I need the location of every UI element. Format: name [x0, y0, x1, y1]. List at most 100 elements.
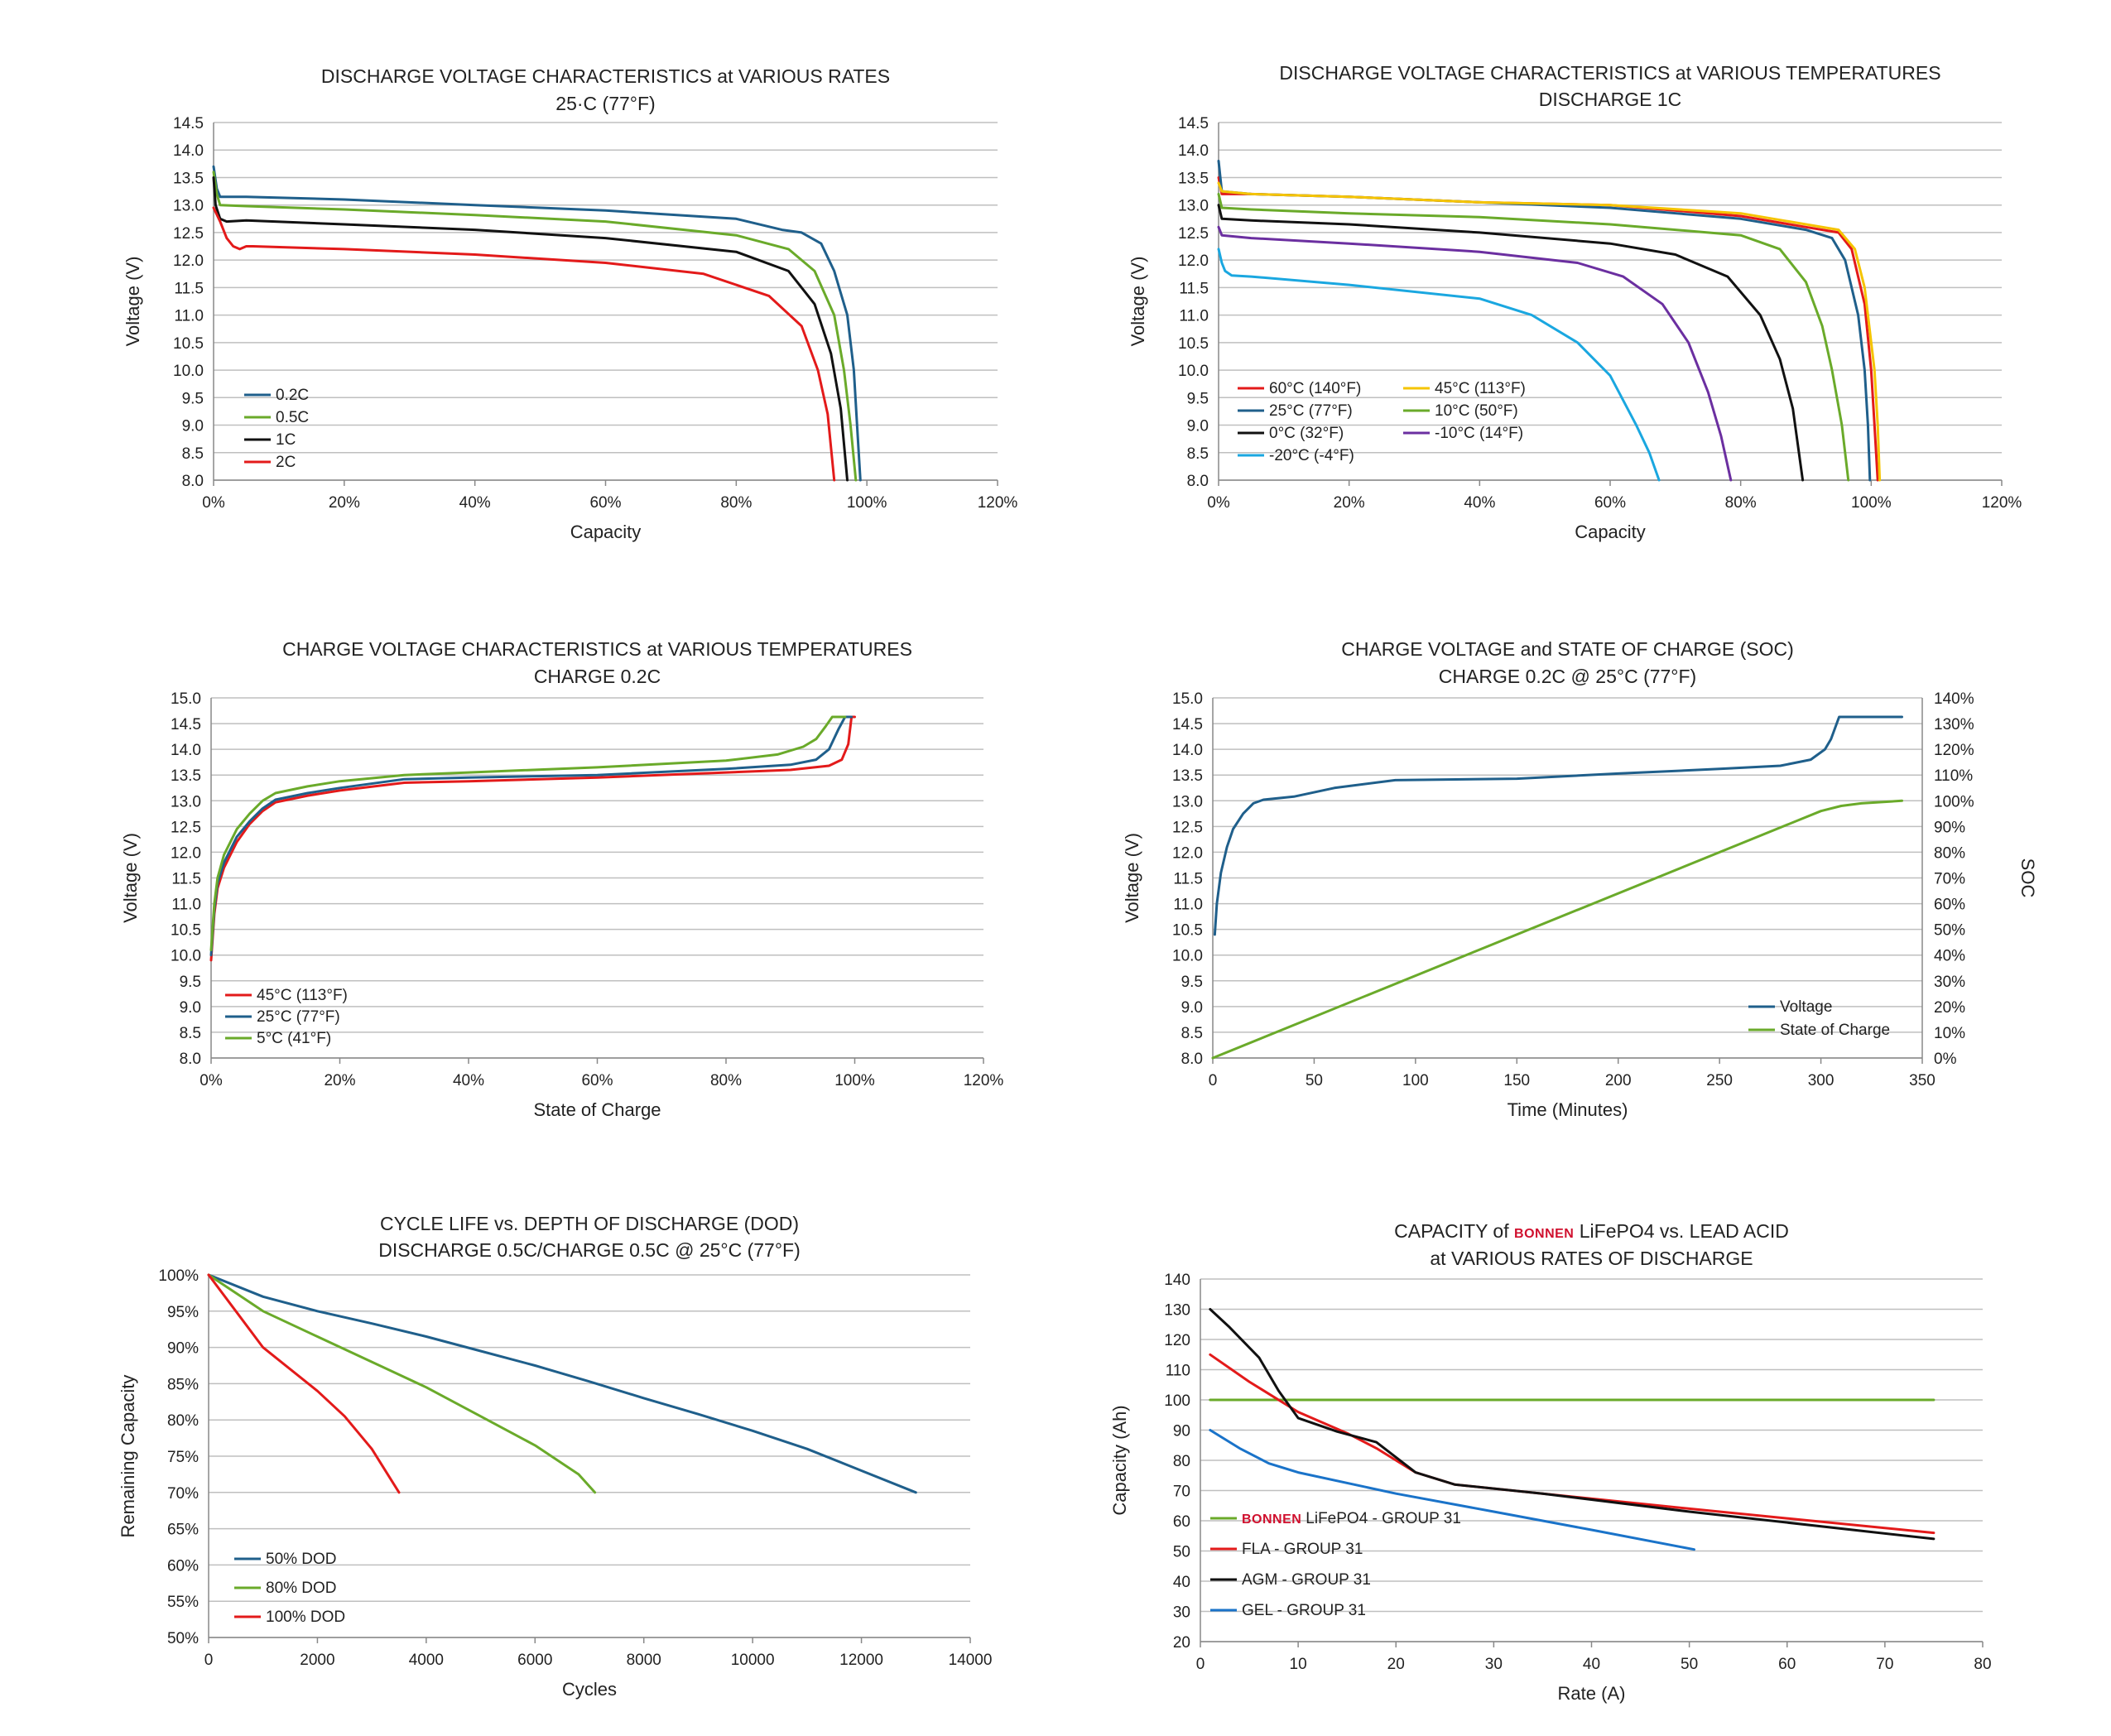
y2-axis-title: SOC [2017, 858, 2038, 898]
x-tick-label: 80% [720, 494, 752, 512]
y-tick-label: 12.5 [173, 225, 204, 243]
y-tick-label: 10.5 [1172, 922, 1203, 940]
legend-label: FLA - GROUP 31 [1242, 1541, 1363, 1558]
x-axis-title: Capacity [1575, 522, 1646, 542]
x-tick-label: 80 [1974, 1656, 1991, 1673]
x-tick-label: 100 [1402, 1072, 1429, 1089]
y-tick-label: 13.0 [1172, 793, 1203, 810]
y-tick-label: 12.0 [171, 844, 201, 862]
series-line-gel-group-31 [1209, 1429, 1695, 1551]
chart-title: CYCLE LIFE vs. DEPTH OF DISCHARGE (DOD) [380, 1213, 799, 1234]
y-tick-label: 95% [167, 1304, 199, 1321]
chart-subtitle: DISCHARGE 1C [1539, 89, 1682, 110]
y-tick-label: 13.5 [1178, 170, 1209, 187]
series-line-100-dod [207, 1273, 401, 1494]
y-tick-label: 10.5 [173, 335, 204, 353]
y-tick-label: 130 [1164, 1302, 1190, 1320]
x-axis-title: Time (Minutes) [1508, 1099, 1628, 1120]
series-line-0-5c [212, 171, 858, 482]
y-tick-label: 60 [1173, 1513, 1190, 1531]
x-tick-label: 40% [459, 494, 491, 512]
y2-tick-label: 30% [1934, 974, 1965, 991]
y2-tick-label: 20% [1934, 999, 1965, 1017]
y-tick-label: 11.0 [1179, 308, 1209, 325]
y2-tick-label: 100% [1934, 793, 1974, 810]
y-tick-label: 30 [1173, 1604, 1190, 1622]
x-axis-title: Rate (A) [1558, 1683, 1626, 1704]
y2-tick-label: 110% [1934, 767, 1973, 785]
y-tick-label: 9.5 [1187, 390, 1209, 407]
y-tick-label: 40 [1173, 1574, 1190, 1591]
series-line-2c [212, 206, 836, 482]
series-line-80-dod [207, 1273, 597, 1494]
y-axis-title: Capacity (Ah) [1109, 1405, 1130, 1515]
y-tick-label: 12.5 [1178, 225, 1209, 243]
y-tick-label: 11.5 [1179, 280, 1209, 297]
legend-label: 45°C (113°F) [1435, 380, 1526, 397]
x-tick-label: 40 [1583, 1656, 1600, 1673]
y-tick-label: 11.0 [1173, 897, 1203, 914]
y-tick-label: 100 [1164, 1392, 1190, 1410]
chart-4: CHARGE VOLTAGE and STATE OF CHARGE (SOC)… [1122, 638, 2038, 1120]
y-tick-label: 8.0 [1181, 1051, 1203, 1068]
y-tick-label: 13.0 [171, 793, 201, 810]
legend-label: 1C [276, 431, 296, 449]
chart-subtitle: at VARIOUS RATES OF DISCHARGE [1430, 1248, 1753, 1269]
y-tick-label: 10.0 [173, 363, 204, 380]
y-tick-label: 12.5 [1172, 819, 1203, 836]
y2-tick-label: 120% [1934, 742, 1974, 759]
y-tick-label: 9.0 [180, 999, 201, 1017]
y-axis-title: Voltage (V) [1128, 257, 1148, 347]
x-tick-label: 0 [204, 1652, 214, 1669]
x-tick-label: 0 [1196, 1656, 1205, 1673]
brand-logo-text: BONNEN [1242, 1512, 1306, 1527]
x-tick-label: 80% [710, 1072, 742, 1089]
series-line-state-of-charge [1211, 799, 1903, 1060]
series-line-20-c-4-f [1217, 248, 1661, 482]
x-tick-label: 30 [1485, 1656, 1503, 1673]
x-tick-label: 350 [1909, 1072, 1935, 1089]
chart-title-part: CAPACITY of [1394, 1220, 1514, 1242]
x-tick-label: 0 [1209, 1072, 1218, 1089]
y2-tick-label: 130% [1934, 716, 1974, 733]
legend-label: State of Charge [1780, 1022, 1890, 1039]
y-tick-label: 11.5 [1173, 871, 1203, 888]
legend-label-text: LiFePO4 - GROUP 31 [1306, 1510, 1461, 1527]
x-tick-label: 120% [964, 1072, 1004, 1089]
y2-tick-label: 60% [1934, 897, 1965, 914]
y-tick-label: 80% [167, 1412, 199, 1430]
x-tick-label: 0% [202, 494, 225, 512]
y-tick-label: 90 [1173, 1423, 1190, 1440]
y2-tick-label: 70% [1934, 871, 1965, 888]
y2-tick-label: 140% [1934, 690, 1974, 708]
series-line-agm-group-31 [1209, 1308, 1935, 1541]
y-tick-label: 12.5 [171, 819, 201, 836]
y-tick-label: 14.0 [1172, 742, 1203, 759]
chart-subtitle: DISCHARGE 0.5C/CHARGE 0.5C @ 25°C (77°F) [378, 1239, 801, 1261]
y-tick-label: 8.5 [1181, 1025, 1203, 1042]
legend-label: 45°C (113°F) [257, 987, 348, 1004]
x-tick-label: 60 [1778, 1656, 1796, 1673]
legend-label: GEL - GROUP 31 [1242, 1602, 1366, 1619]
x-axis-title: Capacity [570, 522, 642, 542]
y-tick-label: 13.0 [1178, 198, 1209, 215]
x-tick-label: 80% [1725, 494, 1757, 512]
x-tick-label: 100% [834, 1072, 875, 1089]
y-tick-label: 10.0 [171, 948, 201, 965]
series-line-1c [212, 176, 849, 482]
legend-label: BONNEN LiFePO4 - GROUP 31 [1242, 1510, 1461, 1527]
chart-subtitle: CHARGE 0.2C [534, 666, 661, 687]
legend-label: 80% DOD [266, 1580, 337, 1597]
x-tick-label: 0% [1207, 494, 1230, 512]
x-tick-label: 40% [453, 1072, 484, 1089]
y-tick-label: 8.5 [1187, 445, 1209, 463]
y-tick-label: 14.0 [171, 742, 201, 759]
y-tick-label: 15.0 [1172, 690, 1203, 708]
brand-logo-text: BONNEN [1514, 1227, 1574, 1241]
y-tick-label: 10.0 [1172, 948, 1203, 965]
chart-2: DISCHARGE VOLTAGE CHARACTERISTICS at VAR… [1128, 62, 2022, 542]
x-tick-label: 40% [1464, 494, 1495, 512]
y-tick-label: 14.0 [1178, 142, 1209, 160]
y2-tick-label: 90% [1934, 819, 1965, 836]
y-tick-label: 11.5 [174, 280, 204, 297]
